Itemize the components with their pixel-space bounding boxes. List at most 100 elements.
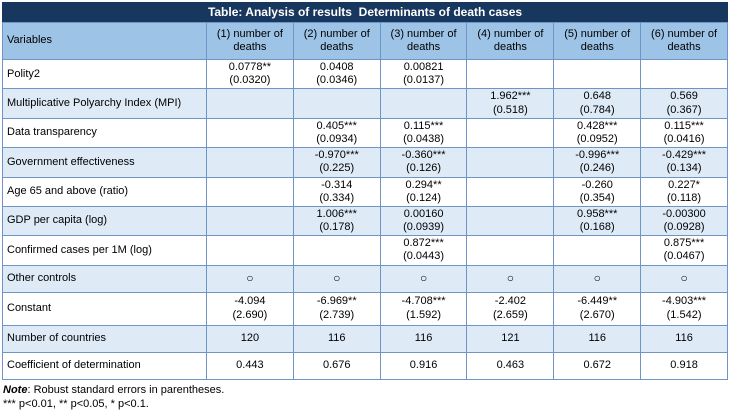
data-cell: 0.676 [292, 351, 381, 380]
data-cell: 0.648 (0.784) [553, 88, 642, 119]
data-cell: -0.260 (0.354) [553, 176, 642, 207]
data-cell: 116 [640, 324, 728, 353]
header-col-2: (2) number of deaths [292, 22, 381, 60]
table-notes: Note: Robust standard errors in parenthe… [2, 380, 728, 412]
row-label: Confirmed cases per 1M (log) [2, 235, 207, 266]
header-variables: Variables [2, 22, 207, 60]
results-table: Variables (1) number of deaths (2) number … [2, 22, 728, 380]
data-cell [292, 88, 381, 119]
row-label: Age 65 and above (ratio) [2, 176, 207, 207]
data-cell [206, 117, 294, 149]
note-line: Note: Robust standard errors in parenthe… [3, 383, 727, 398]
table-row: Confirmed cases per 1M (log) 0.872*** (0.… [2, 235, 728, 266]
note-text: : Robust standard errors in parentheses. [27, 383, 225, 396]
data-cell: 0.569 (0.367) [640, 88, 728, 119]
table-row: GDP per capita (log) 1.006*** (0.178) 0.00… [2, 205, 728, 237]
circle-marker: ○ [379, 264, 468, 293]
data-cell: 0.672 [553, 351, 642, 380]
header-col-5: (5) number of deaths [553, 22, 642, 60]
data-cell [466, 58, 555, 90]
table-header: Variables (1) number of deaths (2) number … [2, 22, 728, 60]
data-cell [292, 235, 381, 266]
data-cell: 0.875*** (0.0467) [640, 235, 728, 266]
data-cell: 0.294** (0.124) [379, 176, 468, 207]
data-cell: 1.962*** (0.518) [466, 88, 555, 119]
circle-marker: ○ [292, 264, 381, 293]
data-cell [379, 88, 468, 119]
table-row: Constant -4.094 (2.690) -6.969** (2.739) -4… [2, 291, 728, 326]
data-cell: 1.006*** (0.178) [292, 205, 381, 237]
circle-marker: ○ [640, 264, 728, 293]
table-body: Polity2 0.0778** (0.0320) 0.0408 (0.0346) 0… [2, 58, 728, 380]
data-cell [466, 235, 555, 266]
data-cell: 0.916 [379, 351, 468, 380]
row-label: Data transparency [2, 117, 207, 149]
row-label: Number of countries [2, 324, 207, 353]
header-col-1: (1) number of deaths [206, 22, 294, 60]
data-cell: 116 [292, 324, 381, 353]
data-cell [206, 235, 294, 266]
table-row: Other controls ○ ○ ○ ○ ○ ○ [2, 264, 728, 293]
data-cell [466, 117, 555, 149]
row-label: Coefficient of determination [2, 351, 207, 380]
table-row: Age 65 and above (ratio) -0.314 (0.334) 0.… [2, 176, 728, 207]
data-cell: 0.918 [640, 351, 728, 380]
header-col-3: (3) number of deaths [379, 22, 468, 60]
data-cell [466, 205, 555, 237]
data-cell: -6.449** (2.670) [553, 291, 642, 326]
data-cell: 116 [379, 324, 468, 353]
data-cell [206, 176, 294, 207]
data-cell: 0.428*** (0.0952) [553, 117, 642, 149]
data-cell: -6.969** (2.739) [292, 291, 381, 326]
data-cell: 0.872*** (0.0443) [379, 235, 468, 266]
data-cell: -4.708*** (1.592) [379, 291, 468, 326]
data-cell: -0.360*** (0.126) [379, 147, 468, 178]
data-cell: -0.00300 (0.0928) [640, 205, 728, 237]
data-cell: 0.0778** (0.0320) [206, 58, 294, 90]
note-label: Note [3, 383, 28, 396]
data-cell: 0.115*** (0.0438) [379, 117, 468, 149]
data-cell [206, 205, 294, 237]
table-row: Data transparency 0.405*** (0.0934) 0.115*… [2, 117, 728, 149]
data-cell: -0.996*** (0.246) [553, 147, 642, 178]
data-cell: 0.958*** (0.168) [553, 205, 642, 237]
data-cell: -4.094 (2.690) [206, 291, 294, 326]
row-label: Polity2 [2, 58, 207, 90]
header-col-4: (4) number of deaths [466, 22, 555, 60]
data-cell: -4.903*** (1.542) [640, 291, 728, 326]
data-cell: 121 [466, 324, 555, 353]
data-cell [206, 147, 294, 178]
data-cell: 0.463 [466, 351, 555, 380]
header-col-6: (6) number of deaths [640, 22, 728, 60]
row-label: Constant [2, 291, 207, 326]
table-head-row: Variables (1) number of deaths (2) number … [2, 22, 728, 60]
data-cell [466, 176, 555, 207]
data-cell [640, 58, 728, 90]
data-cell: -0.314 (0.334) [292, 176, 381, 207]
data-cell: -0.970*** (0.225) [292, 147, 381, 178]
table-row: Polity2 0.0778** (0.0320) 0.0408 (0.0346) 0… [2, 58, 728, 90]
data-cell: 0.443 [206, 351, 294, 380]
table-row: Number of countries 120 116 116 121 116 116 [2, 324, 728, 353]
data-cell: 0.00160 (0.0939) [379, 205, 468, 237]
significance-line: *** p<0.01, ** p<0.05, * p<0.1. [3, 398, 149, 411]
data-cell: -0.429*** (0.134) [640, 147, 728, 178]
table-row: Coefficient of determination 0.443 0.676 0.… [2, 351, 728, 380]
table-row: Multiplicative Polyarchy Index (MPI) 1.96… [2, 88, 728, 119]
data-cell: 0.00821 (0.0137) [379, 58, 468, 90]
data-cell [206, 88, 294, 119]
data-cell [553, 58, 642, 90]
table-title: Table: Analysis of results Determinants … [2, 2, 728, 22]
row-label: Government effectiveness [2, 147, 207, 178]
data-cell [466, 147, 555, 178]
data-cell: 116 [553, 324, 642, 353]
data-cell [553, 235, 642, 266]
data-cell: 120 [206, 324, 294, 353]
row-label: Multiplicative Polyarchy Index (MPI) [2, 88, 207, 119]
circle-marker: ○ [206, 264, 294, 293]
data-cell: 0.227* (0.118) [640, 176, 728, 207]
row-label: Other controls [2, 264, 207, 293]
data-cell: 0.405*** (0.0934) [292, 117, 381, 149]
data-cell: 0.0408 (0.0346) [292, 58, 381, 90]
